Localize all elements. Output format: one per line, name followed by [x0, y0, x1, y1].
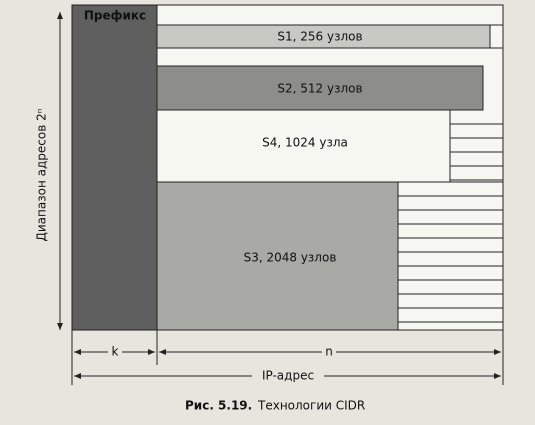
block-s3 — [156, 181, 399, 331]
label-bg — [108, 344, 122, 360]
label-bg — [322, 344, 336, 360]
block-s2 — [156, 65, 484, 111]
block-label: S3, 2048 узлов — [244, 251, 337, 265]
label-bg — [252, 368, 324, 384]
block-label: S2, 512 узлов — [277, 82, 362, 96]
prefix-column — [71, 4, 158, 331]
caption-text: Технологии CIDR — [257, 399, 365, 413]
caption-number: Рис. 5.19. — [185, 399, 252, 413]
block-s1-tail — [489, 24, 504, 49]
subdivision-lines — [157, 110, 503, 323]
range-label: Диапазон адресов 2ⁿ — [35, 108, 49, 241]
k-label: k — [112, 345, 119, 359]
ip-label: IP-адрес — [262, 369, 314, 383]
prefix-label: Префикс — [84, 9, 146, 23]
block-label: S1, 256 узлов — [277, 30, 362, 44]
block-label: S4, 1024 узла — [262, 136, 348, 150]
n-label: n — [325, 345, 333, 359]
